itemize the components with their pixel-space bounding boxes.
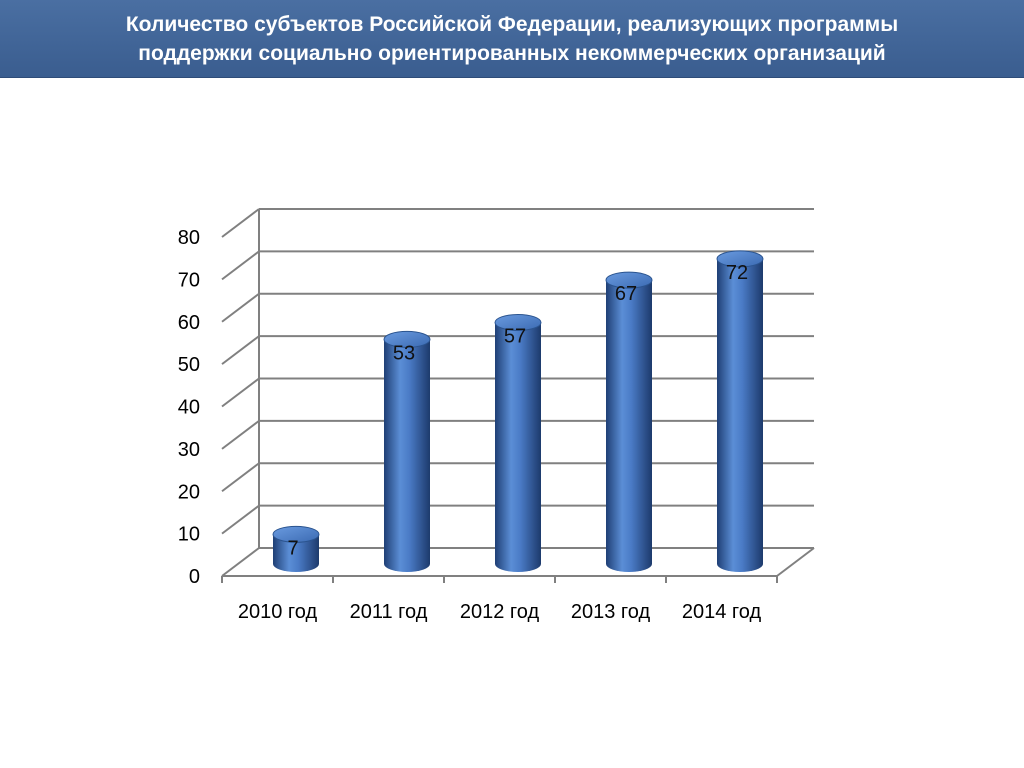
data-label: 7 [287,537,298,559]
x-tick-label: 2010 год [238,601,318,623]
bar-top [605,271,653,289]
y-tick-label: 50 [178,354,200,376]
gridline-side [221,462,260,493]
bar-cylinder [716,250,764,572]
gridline-side [221,547,260,577]
bar-cylinder [605,271,653,572]
y-tick-label: 30 [178,439,200,461]
y-tick-label: 20 [178,481,200,503]
data-label: 53 [393,342,415,364]
bar-top [383,330,431,348]
bar-body [495,322,541,572]
y-tick-label: 40 [178,397,200,419]
gridline-side [221,335,260,365]
label-layer: 0 10 20 30 40 50 60 70 80 7 2010 год 53 2011 год 57 20… [178,227,762,623]
gridline-side [221,208,260,238]
data-label: 72 [726,262,748,284]
y-tick-label: 0 [189,566,200,588]
x-tick-label: 2012 год [460,601,540,623]
x-tick-label: 2014 год [682,601,762,623]
x-tick-label: 2011 год [350,601,428,623]
bar-cylinder [383,330,431,572]
gridline-side [221,292,260,323]
title-line-1: Количество субъектов Российской Федераци… [125,12,899,36]
bar-body [273,534,319,572]
page-title: Количество субъектов Российской Федераци… [22,10,1002,68]
y-tick-label: 70 [178,269,200,291]
bar-top [272,525,320,543]
gridline-side [221,250,260,281]
y-tick-label: 80 [178,227,200,249]
data-label: 67 [615,283,637,305]
bar-body [606,280,652,572]
bar-body [384,339,430,572]
data-label: 57 [504,325,526,347]
bar-layer [272,250,764,572]
gridline-side [221,504,260,535]
title-line-2: поддержки социально ориентированных неко… [138,41,886,65]
title-bar: Количество субъектов Российской Федераци… [0,0,1024,78]
bar-cylinder [494,313,542,572]
bar-cylinder [272,525,320,572]
axis-layer [221,209,815,583]
x-tick-label: 2013 год [571,601,651,623]
y-tick-label: 60 [178,312,200,334]
bar-body [717,258,763,572]
gridline-side [221,420,260,450]
y-tick-label: 10 [178,524,200,546]
bar-top [716,250,764,268]
x-axis-right [776,547,815,577]
bar-top [494,313,542,331]
gridline-side [221,377,260,408]
